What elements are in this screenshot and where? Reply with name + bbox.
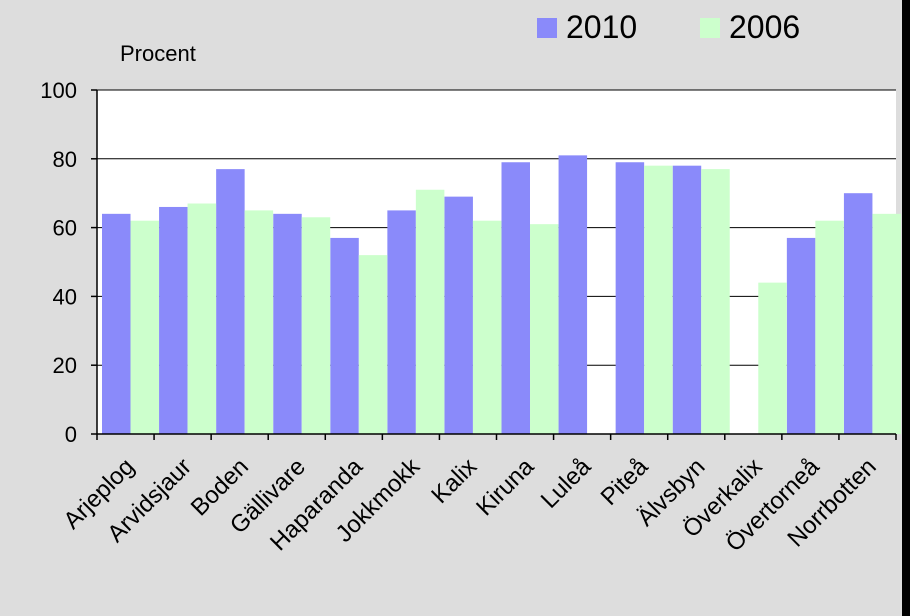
bar-2006-Boden [244,210,274,434]
bar-2010-Jokkmokk [387,210,416,434]
bar-2006-Arvidsjaur [187,203,217,434]
y-tick-label: 20 [53,353,77,378]
bar-2006-Arjeplog [130,220,159,434]
bar-2006-Överkalix [758,282,787,434]
bar-2010-Boden [216,169,245,434]
bar-2010-Arjeplog [102,213,131,434]
y-tick-label: 60 [53,216,77,241]
bar-2010-Luleå [558,155,588,435]
legend-swatch-2010 [537,18,557,38]
y-tick-label: 100 [40,78,77,103]
y-tick-label: 40 [53,284,77,309]
legend: 2010 2006 [537,9,800,45]
bars [102,155,901,435]
bar-2010-Kalix [444,196,473,434]
bar-2010-Kiruna [501,162,530,435]
bar-2010-Arvidsjaur [159,206,188,434]
x-tick-label: Kiruna [471,453,540,522]
bar-2006-Älvsbyn [701,169,730,434]
legend-swatch-2006 [700,18,720,38]
bar-2006-Jokkmokk [415,189,445,434]
bar-2010-Gällivare [273,213,302,434]
y-tick-labels: 0 20 40 60 80 100 [40,78,77,447]
y-tick-label: 0 [65,422,77,447]
bar-2006-Norrbotten [872,213,901,434]
bar-2006-Piteå [644,165,673,434]
legend-label-2006: 2006 [729,9,800,45]
legend-label-2010: 2010 [566,9,637,45]
bar-2006-Gällivare [301,217,331,434]
x-tick-labels: ArjeplogArvidsjaurBodenGällivareHaparand… [58,452,881,557]
bar-2006-Kiruna [530,224,559,434]
y-tick-label: 80 [53,147,77,172]
x-tick-label: Luleå [536,453,597,514]
y-axis-label: Procent [120,41,196,66]
bar-2010-Övertorneå [786,237,816,434]
axes [91,89,897,440]
bar-2010-Haparanda [330,237,359,434]
bar-2010-Norrbotten [843,193,873,434]
bar-2006-Övertorneå [815,220,844,434]
bar-2010-Älvsbyn [672,165,702,434]
bar-2010-Piteå [615,162,645,435]
bar-2006-Haparanda [358,255,388,434]
bar-2006-Kalix [472,220,502,434]
